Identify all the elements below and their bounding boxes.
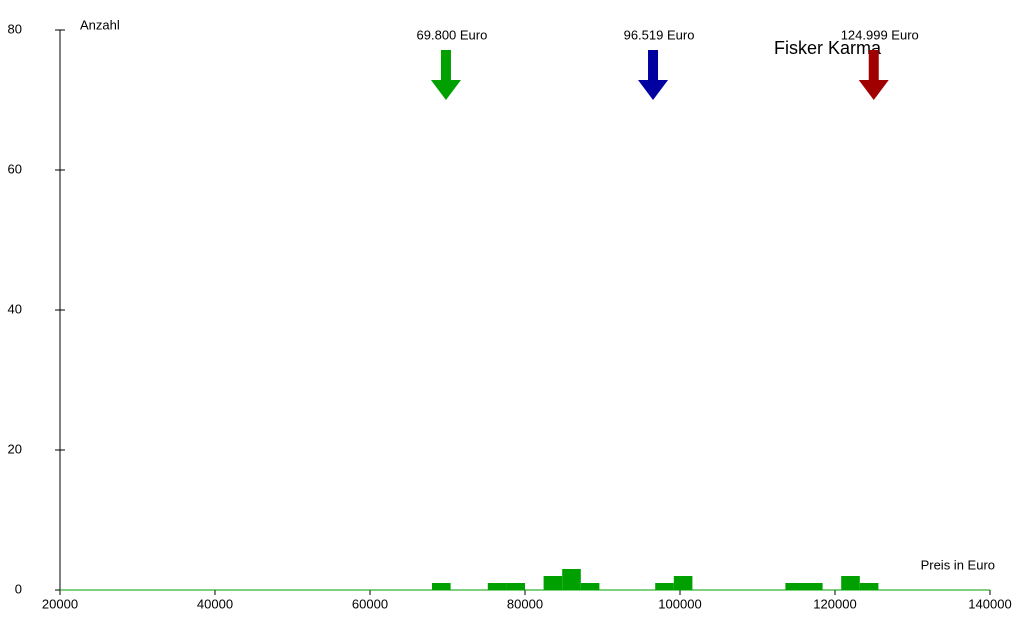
bar	[506, 583, 525, 590]
bar	[785, 583, 804, 590]
bar	[841, 576, 860, 590]
marker-label: 96.519 Euro	[624, 27, 695, 42]
y-axis-label: Anzahl	[80, 17, 120, 32]
x-tick-label: 120000	[813, 596, 856, 611]
bar	[859, 583, 879, 590]
marker-label: 69.800 Euro	[417, 27, 488, 42]
marker-arrow	[858, 50, 889, 100]
marker-arrow	[638, 50, 669, 100]
x-tick-label: 100000	[658, 596, 701, 611]
x-tick-label: 40000	[197, 596, 233, 611]
x-tick-label: 140000	[968, 596, 1011, 611]
marker-label: 124.999 Euro	[841, 27, 919, 42]
bar	[487, 583, 507, 590]
x-tick-label: 80000	[507, 596, 543, 611]
y-tick-label: 60	[8, 161, 22, 176]
y-tick-label: 20	[8, 441, 22, 456]
chart-title: Fisker Karma	[774, 38, 882, 58]
x-axis-label: Preis in Euro	[921, 557, 995, 572]
x-tick-label: 60000	[352, 596, 388, 611]
bar	[562, 569, 581, 590]
bar	[804, 583, 823, 590]
y-tick-label: 40	[8, 301, 22, 316]
bar	[673, 576, 693, 590]
bar	[580, 583, 600, 590]
bar	[432, 583, 451, 590]
bar	[655, 583, 674, 590]
marker-arrow	[430, 50, 461, 100]
bar	[543, 576, 563, 590]
y-tick-label: 80	[8, 21, 22, 36]
y-tick-label: 0	[15, 581, 22, 596]
x-tick-label: 20000	[42, 596, 78, 611]
